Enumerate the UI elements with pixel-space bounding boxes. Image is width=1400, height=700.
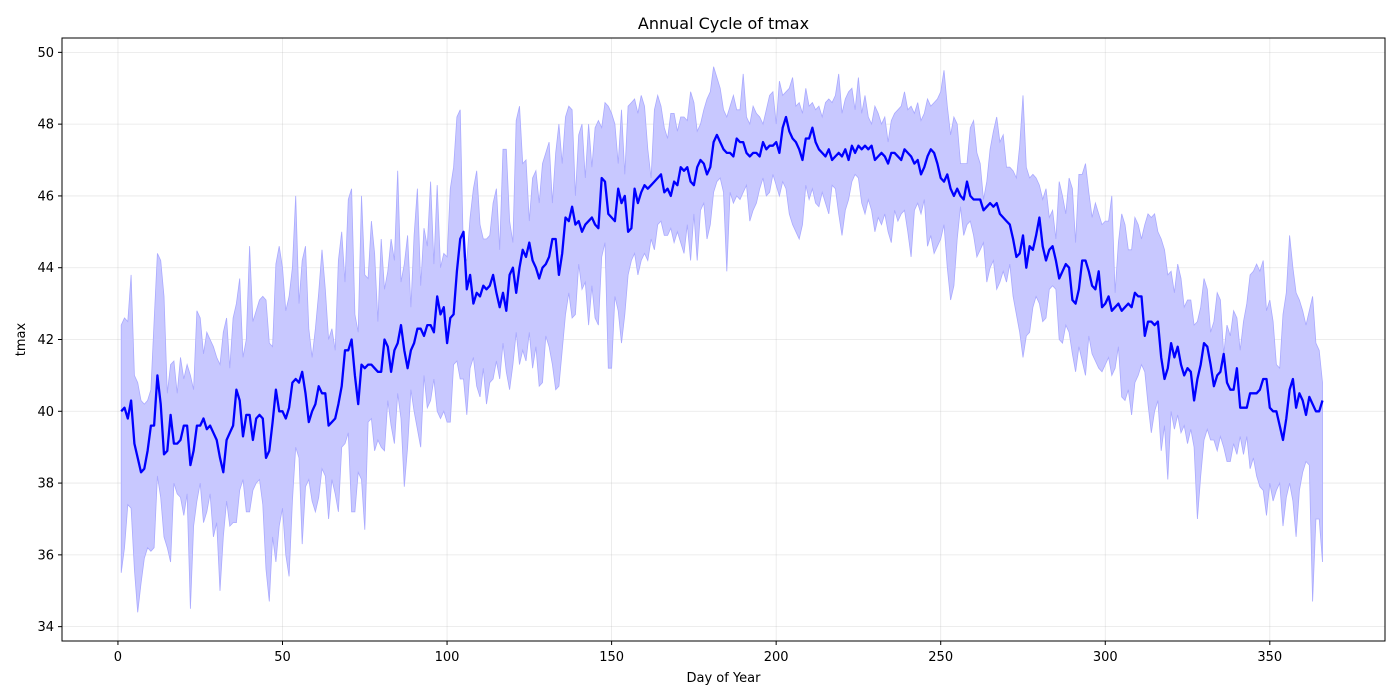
y-tick-label: 46 (37, 189, 54, 204)
y-tick-label: 38 (37, 477, 54, 492)
y-tick-label: 36 (37, 548, 54, 563)
x-tick-label: 250 (928, 650, 953, 665)
x-tick-label: 350 (1257, 650, 1282, 665)
y-tick-label: 34 (37, 620, 54, 635)
y-tick-label: 50 (37, 46, 54, 61)
range-band (120, 66, 1323, 613)
x-tick-label: 0 (114, 650, 122, 665)
y-tick-label: 42 (37, 333, 54, 348)
x-tick-label: 300 (1093, 650, 1118, 665)
x-axis-label: Day of Year (687, 671, 762, 686)
y-axis: 34 36 38 40 42 44 46 48 50 (37, 46, 62, 635)
x-tick-label: 200 (764, 650, 789, 665)
y-axis-label: tmax (14, 322, 29, 356)
y-tick-label: 44 (37, 261, 54, 276)
chart-title: Annual Cycle of tmax (638, 14, 809, 33)
x-tick-label: 50 (274, 650, 291, 665)
x-tick-label: 150 (599, 650, 624, 665)
band-layer (120, 66, 1323, 613)
x-axis: 0 50 100 150 200 250 300 350 (114, 641, 1282, 665)
mean-line (120, 115, 1324, 474)
x-tick-label: 100 (435, 650, 460, 665)
y-tick-label: 40 (37, 405, 54, 420)
y-tick-label: 48 (37, 118, 54, 133)
line-layer (120, 115, 1324, 474)
